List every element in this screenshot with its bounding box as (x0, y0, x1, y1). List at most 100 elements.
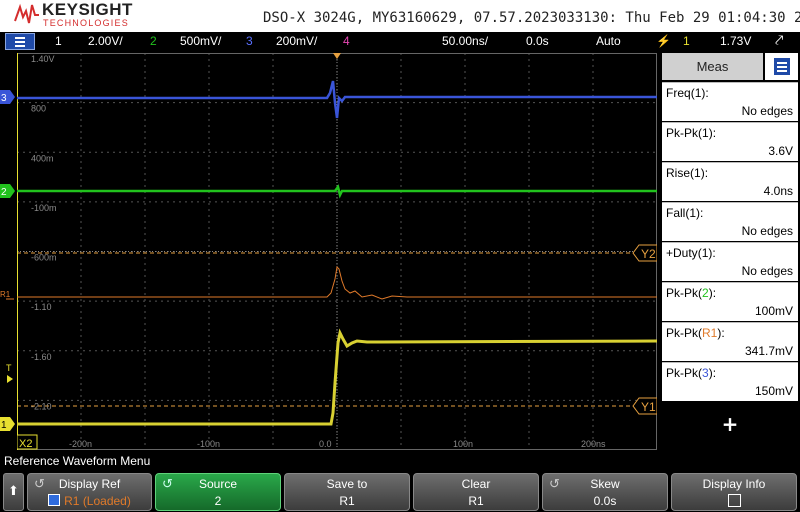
add-measurement-button[interactable]: + (662, 405, 798, 443)
ref-r1-marker[interactable]: R1 (0, 290, 14, 300)
list-icon (774, 58, 790, 75)
measurement-value: 3.6V (768, 144, 793, 158)
y-tick-label: 800 (31, 104, 46, 114)
ch3-marker[interactable]: 3 (0, 90, 15, 104)
trigger-level[interactable]: 1.73V (720, 34, 752, 48)
cursor-y2-tag[interactable]: Y2 (632, 244, 657, 262)
save-to-softkey[interactable]: Save to R1 (284, 473, 410, 511)
rotate-knob-icon: ↺ (162, 476, 173, 491)
ref-r1-waveform (17, 265, 657, 300)
measurement-item[interactable]: Fall(1): No edges (662, 202, 798, 241)
up-arrow-icon: ⬆ (8, 484, 19, 499)
measurement-label: +Duty(1): (666, 246, 716, 260)
y-tick-label: -1.60 (31, 352, 52, 362)
ch1-marker[interactable]: 1 (0, 417, 15, 431)
ch2-marker[interactable]: 2 (0, 184, 15, 198)
measurement-label: Freq(1): (666, 86, 709, 100)
measurement-item[interactable]: Pk-Pk(3): 150mV (662, 362, 798, 401)
x-tick-label: 100n (453, 439, 473, 449)
menu-icon (15, 37, 25, 47)
checkbox-icon (727, 494, 741, 507)
measurement-list: Freq(1): No edges Pk-Pk(1): 3.6V Rise(1): 4.0… (662, 82, 798, 448)
y-tick-label: -600m (31, 253, 57, 263)
timebase-scale[interactable]: 50.00ns/ (442, 34, 489, 48)
measurement-value: 100mV (754, 304, 793, 318)
y-tick-label: -100m (31, 203, 57, 213)
y-tick-label: -1.10 (31, 302, 52, 312)
clear-value: R1 (468, 494, 484, 508)
touch-lock-icon[interactable]: ⤤ (775, 32, 784, 49)
ch3-scale[interactable]: 200mV/ (276, 34, 318, 48)
measurement-value: No edges (741, 104, 793, 118)
ch1-scale[interactable]: 2.00V/ (88, 34, 123, 48)
horizontal-delay[interactable]: 0.0s (526, 34, 549, 48)
measurement-value: No edges (741, 224, 793, 238)
brand-name: KEYSIGHT (42, 0, 133, 19)
instrument-info: DSO-X 3024G, MY63160629, 07.57.202303313… (263, 10, 800, 26)
trigger-level-marker[interactable]: T (6, 363, 13, 383)
clear-label: Clear (461, 477, 491, 491)
ch3-waveform (17, 80, 657, 119)
x-tick-label: -200n (69, 439, 92, 449)
y-tick-label: 1.40V (31, 54, 55, 64)
rotate-knob-icon: ↺ (34, 476, 45, 491)
rotate-knob-icon: ↺ (549, 476, 560, 491)
tab-measurements[interactable]: Meas (662, 53, 763, 80)
cursor-y1-tag[interactable]: Y1 (632, 397, 657, 415)
y-tick-label: 400m (31, 153, 54, 163)
x-tick-label: 0.0 (319, 439, 332, 449)
cursor-x2-tag[interactable]: X2 (17, 434, 38, 450)
waveform-display[interactable]: 1.40V 800 400m -100m -600m -1.10 -1.60 -2.10 -2… (17, 53, 657, 450)
measurement-label: Fall(1): (666, 206, 704, 220)
source-softkey[interactable]: ↺ Source 2 (155, 473, 281, 511)
svg-text:Y1: Y1 (641, 400, 656, 414)
trigger-position-marker[interactable] (333, 53, 341, 59)
save-to-label: Save to (326, 477, 368, 491)
ch3-number[interactable]: 3 (246, 34, 253, 48)
y-axis-labels: 1.40V 800 400m -100m -600m -1.10 -1.60 -2.10 (31, 54, 57, 411)
ch1-waveform (17, 328, 657, 426)
measurement-item[interactable]: Pk-Pk(2): 100mV (662, 282, 798, 321)
measurement-label: Pk-Pk(3): (666, 366, 717, 380)
display-info-checkbox[interactable] (672, 494, 796, 509)
ch1-number[interactable]: 1 (55, 34, 62, 48)
ch2-scale[interactable]: 500mV/ (180, 34, 222, 48)
back-button[interactable]: ⬆ (3, 473, 24, 511)
measurement-item[interactable]: Rise(1): 4.0ns (662, 162, 798, 201)
display-info-softkey[interactable]: Display Info (671, 473, 797, 511)
svg-text:X2: X2 (19, 438, 32, 450)
trigger-mode[interactable]: Auto (596, 34, 621, 48)
ch4-number[interactable]: 4 (343, 34, 350, 48)
tab-menu-icon[interactable] (765, 53, 798, 80)
svg-text:R1: R1 (0, 290, 11, 299)
ch2-number[interactable]: 2 (150, 34, 157, 48)
skew-value: 0.0s (593, 494, 617, 508)
display-info-label: Display Info (702, 477, 766, 491)
keysight-logo-icon (14, 3, 39, 24)
svg-text:Y2: Y2 (641, 247, 656, 261)
svg-text:3: 3 (1, 93, 7, 104)
skew-softkey[interactable]: ↺ Skew 0.0s (542, 473, 668, 511)
measurement-value: No edges (741, 264, 793, 278)
measurement-label: Pk-Pk(2): (666, 286, 717, 300)
measurement-item[interactable]: Pk-Pk(R1): 341.7mV (662, 322, 798, 361)
measurement-item[interactable]: Freq(1): No edges (662, 82, 798, 121)
clear-softkey[interactable]: Clear R1 (413, 473, 539, 511)
measurement-label: Rise(1): (666, 166, 709, 180)
measurement-value: 4.0ns (763, 184, 793, 198)
svg-text:T: T (6, 363, 12, 373)
x-tick-label: -100n (197, 439, 220, 449)
brand-subtitle: TECHNOLOGIES (43, 18, 129, 28)
measurement-value: 341.7mV (744, 344, 793, 358)
main-menu-button[interactable] (5, 33, 35, 50)
save-to-value: R1 (339, 494, 355, 508)
measurement-item[interactable]: Pk-Pk(1): 3.6V (662, 122, 798, 161)
softkey-menu-title: Reference Waveform Menu (0, 452, 800, 470)
trigger-source[interactable]: 1 (683, 34, 690, 48)
measurement-value: 150mV (754, 384, 793, 398)
display-ref-softkey[interactable]: ↺ Display Ref R1 (Loaded) (27, 473, 152, 511)
measurement-item[interactable]: +Duty(1): No edges (662, 242, 798, 281)
measurement-label: Pk-Pk(1): (666, 126, 717, 140)
checkbox-icon (48, 494, 61, 506)
measurement-label: Pk-Pk(R1): (666, 326, 725, 340)
